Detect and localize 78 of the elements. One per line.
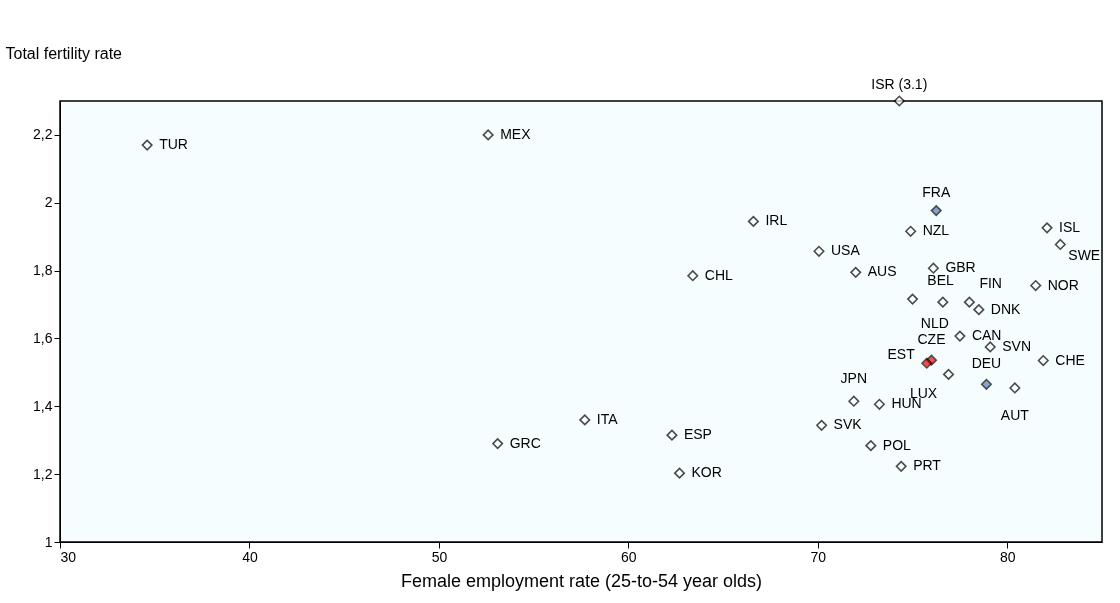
point: [492, 438, 504, 450]
point: [954, 330, 966, 342]
x-tick-label: 50: [431, 548, 448, 565]
point: [813, 245, 825, 257]
annotation: ESP: [683, 426, 712, 443]
point: [673, 467, 686, 479]
point: [1037, 354, 1049, 367]
y-axis-title: Total fertility rate: [5, 44, 123, 62]
x-tick-label: 70: [810, 548, 827, 565]
point: [984, 341, 996, 353]
y-tick-label: 1,6: [33, 329, 53, 346]
x-tick-label: 30: [60, 548, 77, 565]
x-axis-title: Female employment rate (25-to-54 year olds): [400, 570, 763, 591]
annotation: NOR: [1047, 276, 1079, 293]
point: [579, 414, 591, 426]
annotation: JPN: [840, 370, 868, 387]
point: [747, 215, 759, 227]
x-tick-label: 40: [242, 548, 258, 565]
y-tick-label: 1,2: [33, 465, 53, 482]
point: [895, 460, 907, 472]
annotation: FIN: [979, 275, 1002, 292]
annotation: AUS: [867, 263, 897, 280]
point: [816, 419, 828, 431]
point: [893, 95, 905, 107]
point: [141, 139, 153, 151]
y-tick-label: 1: [44, 533, 53, 550]
point: [848, 395, 860, 407]
annotation: NZL: [922, 222, 950, 239]
point: [666, 429, 678, 441]
point: [963, 296, 975, 308]
annotation: CHL: [704, 266, 733, 283]
point: [973, 304, 985, 316]
annotation: ITA: [596, 410, 619, 427]
annotation: EST: [887, 346, 916, 363]
point: [1041, 222, 1053, 234]
point: [850, 266, 862, 278]
annotation: ISL: [1059, 218, 1081, 235]
annotation: CAN: [971, 327, 1002, 344]
annotation: GRC: [509, 434, 541, 451]
point: [482, 129, 494, 141]
point: [943, 368, 955, 380]
point: [865, 440, 877, 452]
annotation: PRT: [913, 457, 942, 474]
annotation: SVK: [833, 416, 863, 433]
y-tick-label: 2: [44, 194, 53, 211]
y-tick-label: 2,2: [33, 126, 53, 143]
annotation: DEU: [971, 355, 1002, 372]
point: [921, 357, 933, 369]
annotation: DNK: [990, 300, 1022, 317]
annotation: SVN: [1002, 337, 1032, 354]
x-tick-label: 80: [999, 548, 1016, 565]
annotation: NLD: [920, 315, 949, 332]
annotation: MEX: [500, 125, 532, 142]
annotation: IRL: [765, 212, 788, 229]
point: [927, 262, 939, 274]
x-tick-label: 60: [621, 548, 637, 565]
annotation: ISR (3.1): [871, 76, 928, 92]
point: [873, 398, 885, 410]
point: [1009, 382, 1021, 394]
annotation: USA: [830, 242, 861, 259]
point: [1054, 238, 1066, 251]
point: [930, 205, 942, 217]
point: [905, 225, 917, 237]
annotation: CHE: [1055, 351, 1085, 368]
point: [1030, 280, 1042, 292]
annotation: SWE: [1068, 247, 1101, 264]
point: [687, 270, 699, 282]
point: [937, 296, 949, 308]
y-tick-label: 1,8: [33, 262, 53, 279]
annotation: FRA: [922, 183, 951, 200]
point: [980, 378, 992, 390]
annotation: KOR: [691, 464, 722, 481]
y-tick-label: 1,4: [33, 397, 53, 414]
annotation: POL: [882, 436, 912, 453]
point: [907, 293, 919, 305]
annotation: TUR: [159, 136, 188, 153]
annotation: CZE: [917, 331, 946, 348]
annotation: AUT: [1000, 406, 1030, 423]
